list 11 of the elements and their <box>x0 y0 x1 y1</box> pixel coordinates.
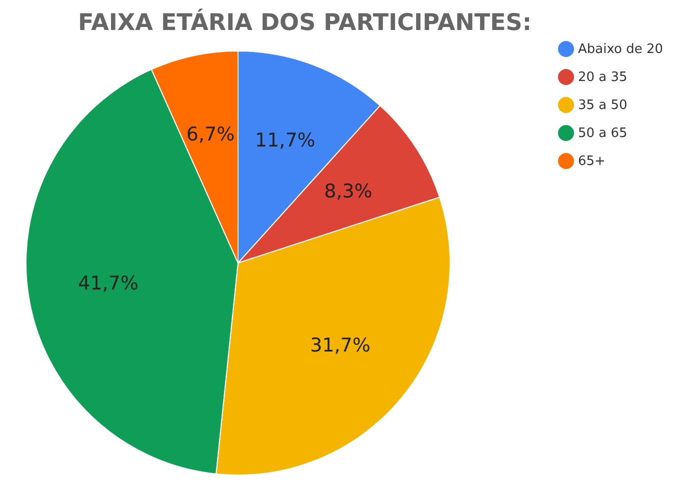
legend-label: 35 a 50 <box>578 98 628 113</box>
data-label: 41,7% <box>78 272 138 295</box>
data-label: 31,7% <box>310 334 370 357</box>
legend-label: 20 a 35 <box>578 70 628 85</box>
legend-label: 65+ <box>578 154 606 169</box>
chart-title: FAIXA ETÁRIA DOS PARTICIPANTES: <box>77 10 533 36</box>
legend-label: Abaixo de 20 <box>578 42 663 57</box>
data-label: 11,7% <box>255 129 316 152</box>
data-label: 6,7% <box>186 123 235 146</box>
data-label: 8,3% <box>324 180 372 202</box>
legend-label: 50 a 65 <box>578 126 628 141</box>
